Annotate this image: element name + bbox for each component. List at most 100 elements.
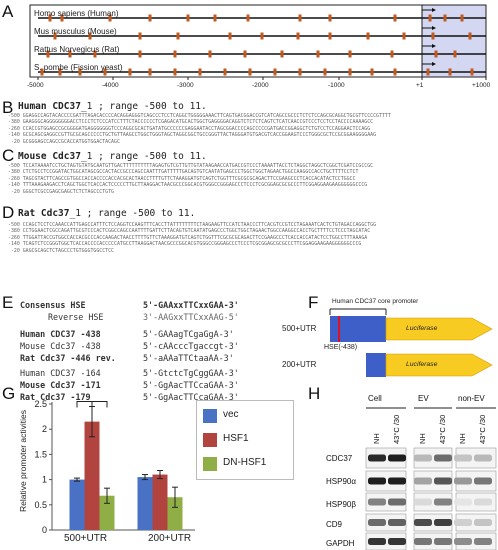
protein-band [368,454,386,462]
hse-site-marker [198,68,202,76]
species-mouse: Mus musculus (Mouse) [34,27,117,36]
hse-site-marker [431,32,435,40]
protein-band [474,498,492,506]
protein-band [454,454,472,462]
hse-site-marker [58,68,62,76]
legend-label-hsf1: HSF1 [223,433,249,444]
hse-site-marker [366,32,370,40]
species-human: Homo sapiens (Human) [34,9,119,18]
protein-band [414,498,432,506]
axis-tick: -2000 [252,82,269,89]
construct-500-label: 500+UTR [282,324,317,333]
promoter-block-200 [366,353,386,377]
consensus-hse-label: Consensus HSE [20,300,86,310]
x-category-label: 200+UTR [148,533,192,544]
protein-band [388,477,406,485]
hse-row-label: Rat Cdc37 -179 [20,392,91,402]
hse-row-seq: 5'-GgAacTTCcaGAA-3' [143,392,239,402]
panel-a: Homo sapiens (Human) Mus musculus (Mouse… [0,0,498,96]
promoter-schematic [29,4,487,80]
hse-site-marker [448,68,452,76]
protein-band [368,519,386,526]
protein-band [414,454,432,462]
tss-arrow-head [432,44,436,48]
sequence-line: -140 TTTAAAGAAGACCTCAGCTGGCTCACCACTCCCCC… [8,182,368,189]
hse-site-marker [426,68,430,76]
hse-site-marker [428,14,432,22]
sequence-line: -380 GAAGGGCAGGGGGGGGACCTCCCTCTCCCATCCTT… [8,119,374,126]
hse-site-marker [296,32,300,40]
sig-star: * [97,396,102,402]
western-blot: NH 43°C /30 NH 43°C /30 NH 43°C /30 [365,407,497,550]
tss-arrow [421,63,432,72]
hse-site-marker [328,14,332,22]
axis-tick: +1 [416,82,424,89]
hse-site-marker [138,32,142,40]
bar-chart: 0 0.5 1 1.5 2 2.5 * * [34,396,195,535]
panel-label-b: B [2,98,14,117]
protein-band [368,477,386,485]
hse-row-label: Rat Cdc37 -446 rev. [20,353,116,363]
axis-tick: -3000 [177,82,194,89]
hse-site-marker [273,68,277,76]
sig-bracket [91,400,108,408]
hse-site-marker [390,50,394,58]
hse-row-label: Human CDC37 -438 [20,329,101,339]
hse-site-marker [53,32,57,40]
panel-label-h: H [308,384,321,403]
luciferase-label-500: Luciferase [406,325,438,332]
protein-band [454,477,472,485]
hse-site-marker [260,32,264,40]
hse-site-marker [186,14,190,22]
hse-site-marker [443,14,447,22]
luciferase-arrow-500 [385,317,493,341]
hse-site-marker [208,50,212,58]
hse-site-marker [468,32,472,40]
legend-label-vec: vec [223,409,239,420]
lane-label: 43°C /30 [392,415,401,444]
hse-site-marker [78,68,82,76]
y-tick-label: 0 [42,525,47,535]
protein-band [434,519,452,526]
panel-c-range: _1 ; range -500 to 11. [80,151,207,162]
panel-a-frame [29,4,487,78]
panel-label-e: E [2,293,14,312]
hse-site-marker [138,50,142,58]
hse-site-marker [213,14,217,22]
tss-arrow-head [432,26,436,30]
hse-site-marker [88,32,92,40]
panel-b-range: _1 ; range -500 to 11. [80,101,207,112]
protein-label: HSP90α [326,477,356,486]
legend-swatch-dnhsf1 [203,457,217,471]
hse-site-marker [223,68,227,76]
legend-label-dnhsf1: DN-HSF1 [223,457,267,468]
hse-site-marker [228,32,232,40]
panel-label-g: G [2,384,16,403]
protein-band [434,454,452,462]
bar-hsf1 [152,474,168,530]
hse-site-marker [40,68,44,76]
protein-band [414,477,432,485]
lane-label: NH [372,433,381,444]
y-tick-label: 0.5 [34,500,47,510]
hse-site-marker [128,68,132,76]
hse-site-marker [460,14,464,22]
y-tick-label: 1.5 [34,449,47,459]
protein-band [454,538,472,545]
axis-tick: -5000 [27,82,44,89]
panel-g-chart: 0 0.5 1 1.5 2 2.5 * * Relative promoter activit… [0,396,300,550]
sequence-line: -260 CCACCGTGGAGCCGCGGGGATGAGGGGGGGTCCCA… [8,125,371,132]
protein-band [414,519,432,526]
panel-f: Human CDC37 core promoter 500+UTR Lucife… [282,296,498,388]
lane-label: NH [418,433,427,444]
sequence-line: -20 GCGGGAGCCAGCCGCACCATGGTGGACTACAGC [8,138,120,145]
species-yeast: S. pombe (Fission yeast) [34,63,123,72]
hse-label: HSE(-438) [324,344,358,351]
tss-arrow [421,45,432,54]
protein-band [414,538,432,545]
hse-site-marker [316,50,320,58]
hse-row-seq: 5'-GtctcTgCggGAA-3' [143,368,239,378]
hse-site-marker [348,68,352,76]
axis-tick: -1000 [328,82,345,89]
lane-label: 43°C /30 [478,415,487,444]
